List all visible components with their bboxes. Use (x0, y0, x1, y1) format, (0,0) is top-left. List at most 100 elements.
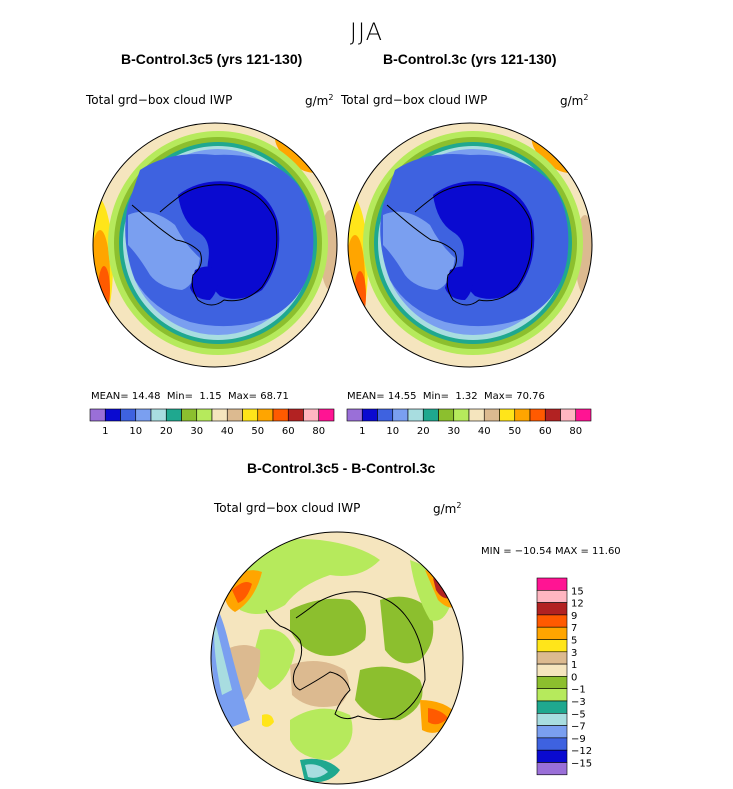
colorbar-label: 20 (160, 426, 173, 437)
colorbar-label: −7 (571, 722, 586, 733)
colorbar-label: −1 (571, 685, 586, 696)
colorbar-box (529, 408, 546, 422)
panel-2-border (347, 122, 593, 368)
panel-3-units: g/m2 (433, 501, 462, 516)
colorbar-box (536, 577, 568, 591)
colorbar-label: 15 (571, 586, 584, 597)
panel-3-title: B-Control.3c5 - B-Control.3c (247, 460, 436, 476)
colorbar-box (318, 408, 335, 422)
colorbar-label: 80 (569, 426, 582, 437)
colorbar-box (536, 688, 568, 702)
colorbar-box (536, 626, 568, 640)
colorbar-box (575, 408, 592, 422)
colorbar-label: 30 (190, 426, 203, 437)
panel-3-map (211, 532, 463, 784)
colorbar-box (536, 749, 568, 763)
panel-2-stats: MEAN= 14.55 Min= 1.32 Max= 70.76 (347, 391, 545, 402)
colorbar-box (536, 639, 568, 653)
colorbar-label: 1 (102, 426, 108, 437)
panel-2-map (348, 123, 592, 367)
colorbar-label: 40 (221, 426, 234, 437)
colorbar-box (514, 408, 531, 422)
colorbar-box (165, 408, 182, 422)
colorbar-box (211, 408, 228, 422)
panel-3-variable: Total grd−box cloud IWP (214, 501, 361, 515)
panel-1-map (93, 123, 337, 367)
colorbar-label: 5 (571, 636, 577, 647)
colorbar-box (89, 408, 106, 422)
colorbar-box (422, 408, 439, 422)
panel-1-stats: MEAN= 14.48 Min= 1.15 Max= 68.71 (91, 391, 289, 402)
panel-2-colorbar: 1 10 20 30 40 50 60 80 (346, 408, 592, 437)
colorbar-box (468, 408, 485, 422)
colorbar-box (536, 651, 568, 665)
colorbar-label: 50 (251, 426, 264, 437)
colorbar-label: 80 (312, 426, 325, 437)
colorbar-label: 3 (571, 648, 577, 659)
panel-1-colorbar: 1 10 20 30 40 50 60 80 (89, 408, 335, 437)
colorbar-box (536, 663, 568, 677)
colorbar-box (377, 408, 394, 422)
colorbar-label: 60 (282, 426, 295, 437)
colorbar-box (536, 589, 568, 603)
colorbar-label: 7 (571, 623, 577, 634)
panel-1-border (92, 122, 338, 368)
colorbar-label: 10 (386, 426, 399, 437)
panel-2-units: g/m2 (560, 93, 589, 108)
colorbar-box (287, 408, 304, 422)
colorbar-box (361, 408, 378, 422)
panel-2-title: B-Control.3c (yrs 121-130) (383, 51, 557, 67)
colorbar-box (483, 408, 500, 422)
colorbar-box (536, 676, 568, 690)
colorbar-box (536, 725, 568, 739)
colorbar-box (499, 408, 516, 422)
colorbar-box (536, 614, 568, 628)
colorbar-label: 1 (359, 426, 365, 437)
colorbar-box (536, 700, 568, 714)
colorbar-box (257, 408, 274, 422)
panel-1-title: B-Control.3c5 (yrs 121-130) (121, 51, 303, 67)
colorbar-label: 9 (571, 611, 577, 622)
colorbar-box (150, 408, 167, 422)
colorbar-box (135, 408, 152, 422)
panel-1-units: g/m2 (305, 93, 334, 108)
colorbar-box (407, 408, 424, 422)
colorbar-box (303, 408, 320, 422)
colorbar-box (242, 408, 259, 422)
colorbar-box (536, 737, 568, 751)
colorbar-box (272, 408, 289, 422)
colorbar-box (438, 408, 455, 422)
colorbar-label: 50 (508, 426, 521, 437)
colorbar-box (392, 408, 409, 422)
panel-2-variable: Total grd−box cloud IWP (341, 93, 488, 107)
colorbar-box (196, 408, 213, 422)
panel-3-border (210, 531, 464, 785)
colorbar-box (453, 408, 470, 422)
colorbar-box (181, 408, 198, 422)
colorbar-label: −3 (571, 697, 586, 708)
colorbar-box (536, 602, 568, 616)
colorbar-label: 60 (539, 426, 552, 437)
colorbar-label: −5 (571, 709, 586, 720)
colorbar-label: −12 (571, 746, 592, 757)
season-title: JJA (349, 18, 384, 46)
colorbar-box (120, 408, 137, 422)
colorbar-label: −15 (571, 759, 592, 770)
panel-1-variable: Total grd−box cloud IWP (86, 93, 233, 107)
colorbar-label: −9 (571, 734, 586, 745)
colorbar-label: 30 (447, 426, 460, 437)
colorbar-label: 40 (478, 426, 491, 437)
colorbar-box (346, 408, 363, 422)
colorbar-box (536, 712, 568, 726)
colorbar-label: 12 (571, 599, 584, 610)
colorbar-label: 10 (129, 426, 142, 437)
colorbar-box (104, 408, 121, 422)
colorbar-box (536, 762, 568, 776)
panel-3-stats: MIN = −10.54 MAX = 11.60 (481, 546, 621, 557)
colorbar-box (560, 408, 577, 422)
colorbar-label: 20 (417, 426, 430, 437)
colorbar-box (226, 408, 243, 422)
colorbar-label: 0 (571, 672, 577, 683)
colorbar-box (544, 408, 561, 422)
colorbar-label: 1 (571, 660, 577, 671)
